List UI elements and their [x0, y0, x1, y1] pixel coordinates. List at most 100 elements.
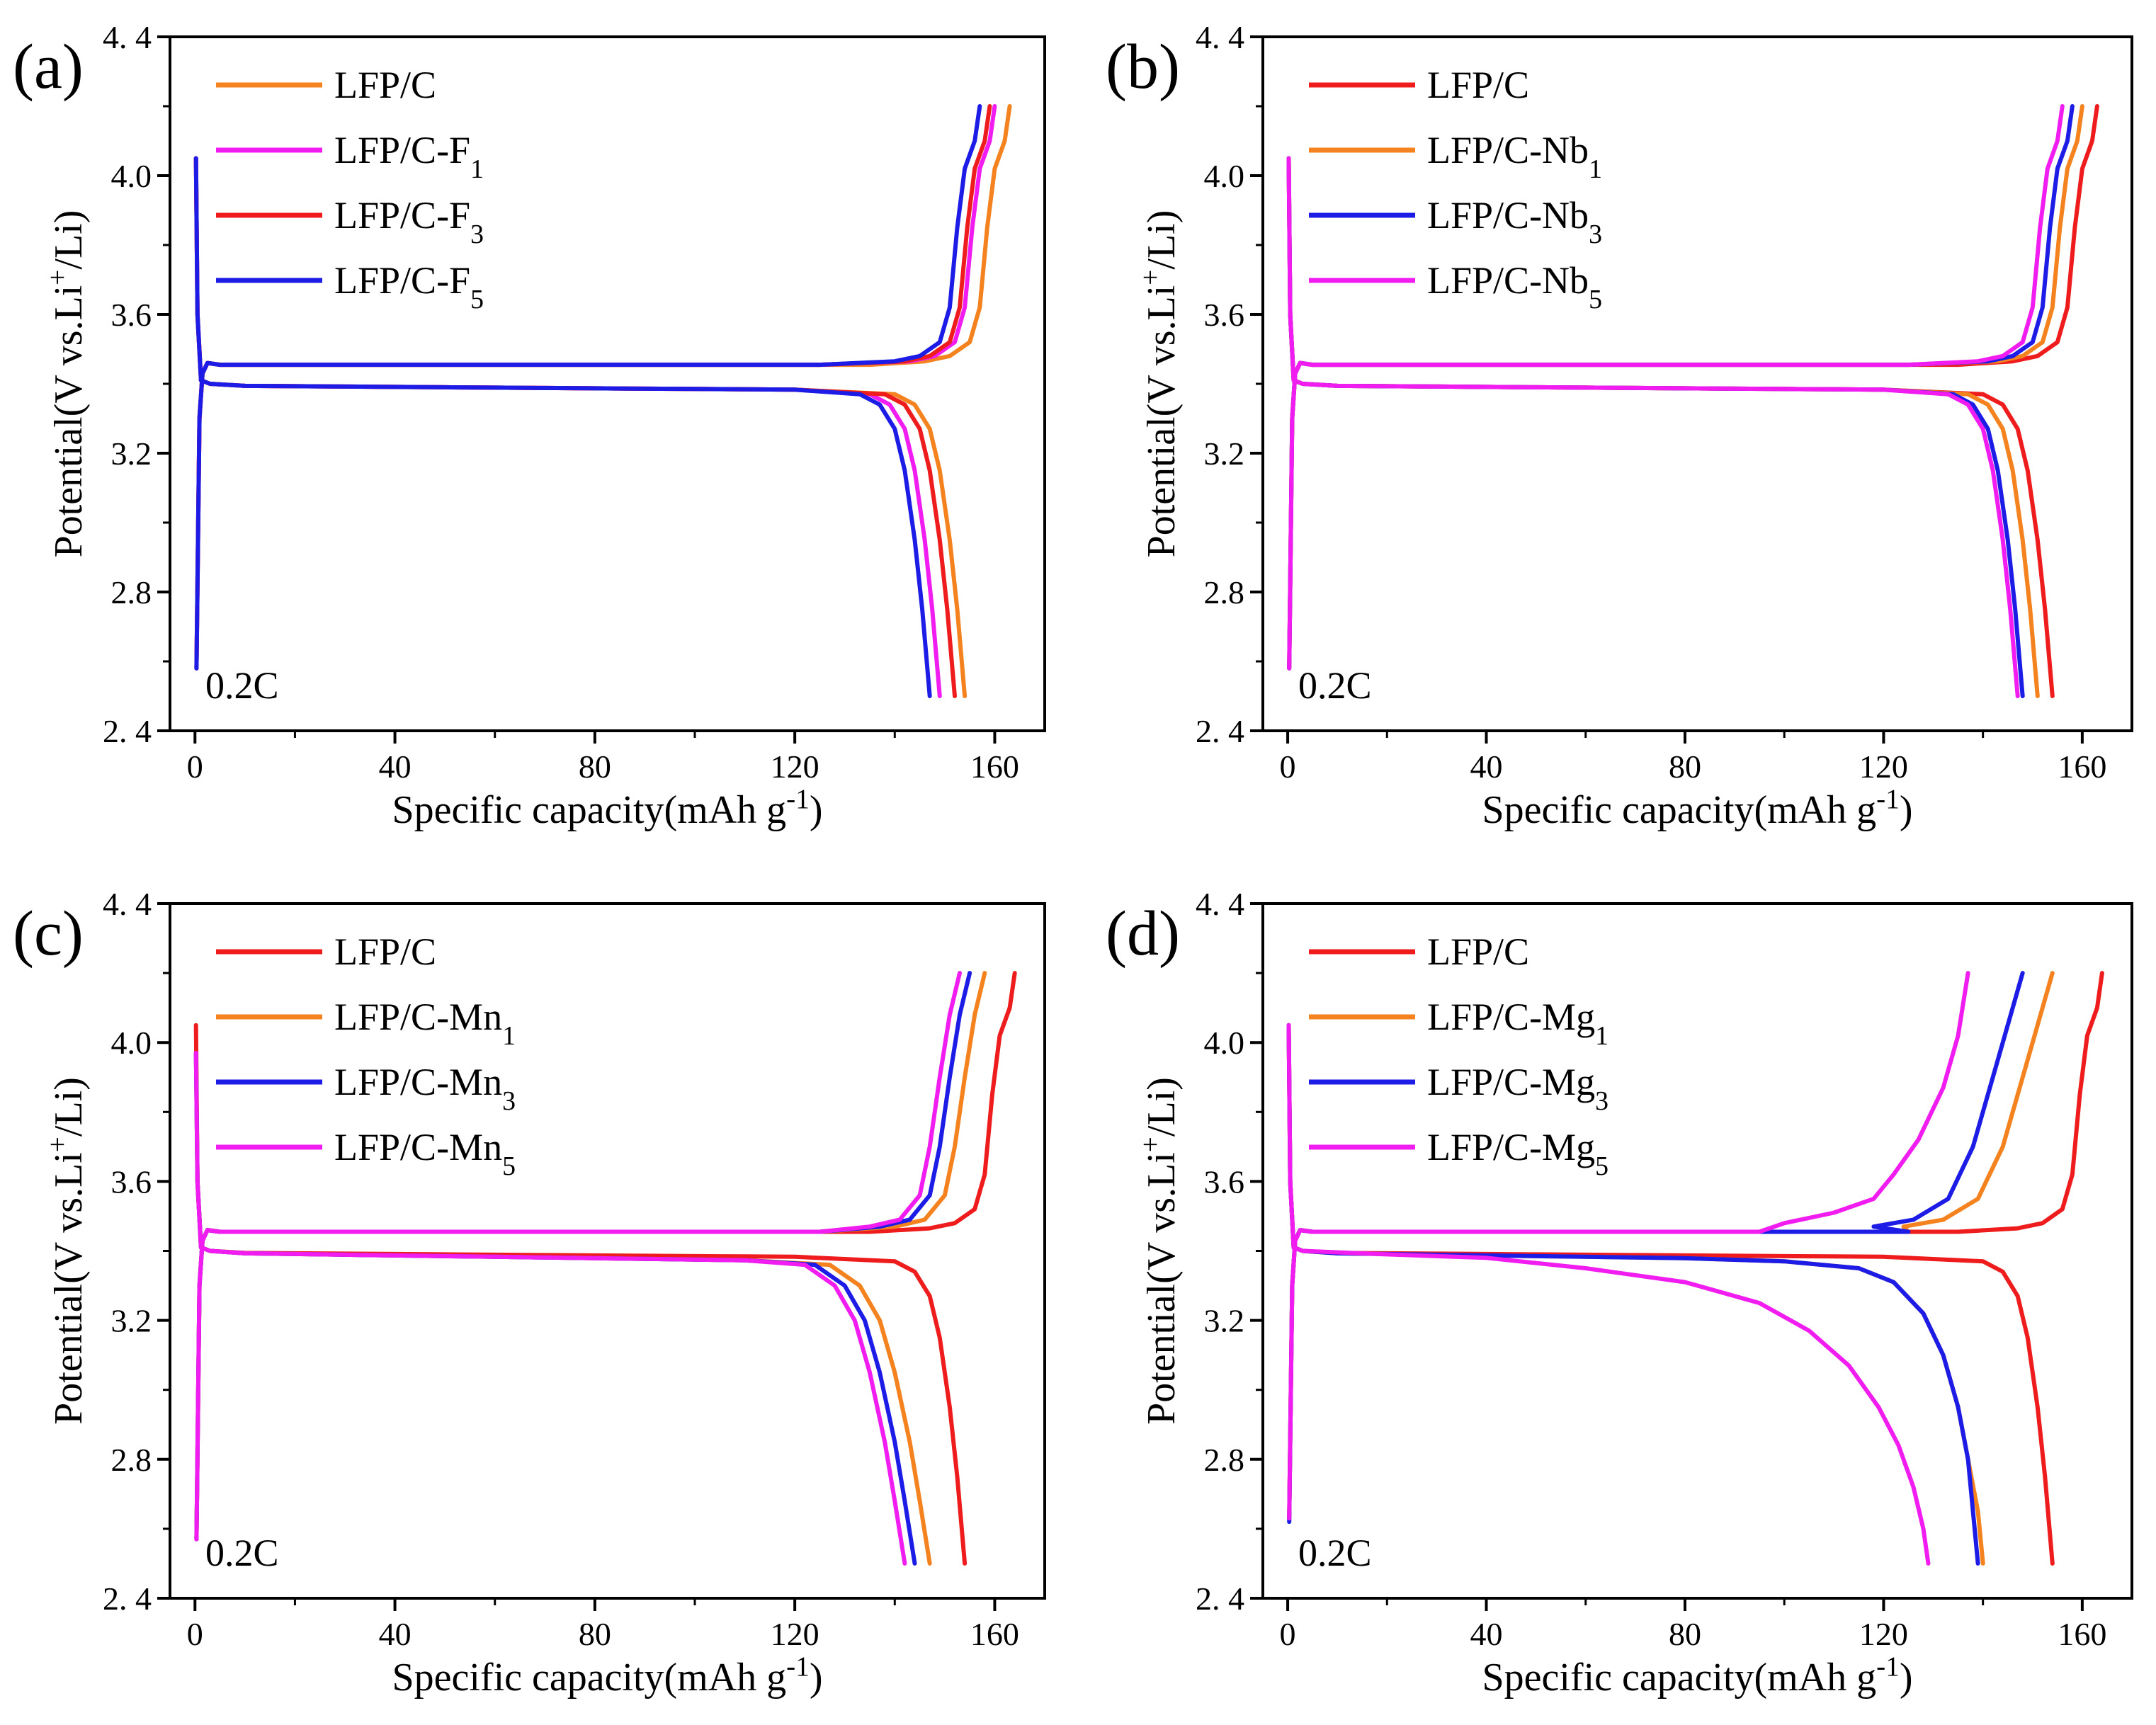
x-axis-title: Specific capacity(mAh g-1) — [1482, 1651, 1913, 1700]
legend-label: LFP/C — [334, 930, 436, 973]
series-line-discharge — [193, 1050, 917, 1566]
legend-label: LFP/C-F1 — [334, 129, 484, 184]
x-tick-label: 80 — [579, 748, 611, 785]
legend-label: LFP/C-F5 — [334, 259, 484, 314]
y-axis-title: Potential(V vs.Li+/Li) — [42, 210, 91, 558]
panel-label: (a) — [13, 32, 84, 102]
legend-label: LFP/C-Mg5 — [1427, 1126, 1609, 1181]
rate-label: 0.2C — [1298, 1532, 1372, 1574]
y-tick-label: 2.8 — [1204, 574, 1245, 610]
legend-label: LFP/C-Mn3 — [334, 1061, 516, 1116]
series-line-charge — [1287, 971, 2025, 1525]
series-line-discharge — [1286, 156, 2020, 698]
series-line-discharge — [193, 1050, 907, 1566]
panel-label: (c) — [13, 899, 84, 969]
x-tick-label: 80 — [579, 1616, 611, 1652]
y-tick-label: 3.6 — [1204, 297, 1245, 333]
series-line-charge — [194, 104, 982, 671]
y-tick-label: 4.0 — [111, 1025, 152, 1061]
rate-label: 0.2C — [205, 664, 279, 707]
y-tick-label: 4.0 — [1204, 158, 1245, 194]
x-axis-title: Specific capacity(mAh g-1) — [392, 784, 823, 833]
x-tick-label: 160 — [2058, 1616, 2106, 1652]
x-axis-title: Specific capacity(mAh g-1) — [1482, 784, 1913, 833]
legend-label: LFP/C-F3 — [334, 194, 484, 249]
legend-label: LFP/C-Mg1 — [1427, 996, 1609, 1051]
series-line-discharge — [1286, 156, 2040, 698]
y-tick-label: 2. 4 — [103, 713, 152, 749]
x-tick-label: 120 — [1859, 1616, 1908, 1652]
y-axis-title: Potential(V vs.Li+/Li) — [42, 1077, 91, 1425]
y-tick-label: 4.0 — [111, 158, 152, 194]
series-line-discharge — [1286, 1023, 1931, 1566]
y-tick-label: 2.8 — [111, 574, 152, 610]
panel-label: (b) — [1106, 32, 1180, 102]
chart-panel-b: 0 40 80 120 160 2. 4 2.8 3.2 3.6 4.0 4. 4 Specific … — [1106, 19, 2133, 833]
x-tick-label: 0 — [187, 1616, 203, 1652]
x-tick-label: 120 — [771, 748, 819, 785]
legend-label: LFP/C-Nb5 — [1427, 259, 1602, 314]
y-tick-label: 2.8 — [1204, 1442, 1245, 1478]
x-tick-label: 160 — [970, 1616, 1019, 1652]
series-line-discharge — [1286, 156, 2025, 698]
x-tick-label: 40 — [1470, 1616, 1503, 1652]
y-tick-label: 4. 4 — [1196, 886, 1244, 922]
legend-label: LFP/C-Mg3 — [1427, 1061, 1609, 1116]
panel-label: (d) — [1106, 899, 1180, 969]
y-tick-label: 4. 4 — [103, 886, 152, 922]
series-line-discharge — [1286, 156, 2055, 698]
plot-frame — [169, 35, 1046, 732]
y-axis-title: Potential(V vs.Li+/Li) — [1135, 210, 1184, 558]
series-line-discharge — [1286, 1023, 1980, 1566]
legend-label: LFP/C-Nb3 — [1427, 194, 1602, 249]
series-line-discharge — [193, 156, 957, 698]
legend-label: LFP/C-Mn1 — [334, 996, 516, 1051]
y-tick-label: 4. 4 — [103, 19, 152, 55]
series-line-charge — [1287, 971, 2104, 1521]
series-line-discharge — [1286, 1023, 1985, 1566]
chart-panel-a: 0 40 80 120 160 2. 4 2.8 3.2 3.6 4.0 4. 4 Specific … — [13, 19, 1046, 833]
rate-label: 0.2C — [1298, 664, 1372, 707]
y-tick-label: 3.2 — [1204, 435, 1245, 472]
chart-panel-c: 0 40 80 120 160 2. 4 2.8 3.2 3.6 4.0 4. 4 Specific … — [13, 886, 1046, 1700]
y-axis-title: Potential(V vs.Li+/Li) — [1135, 1077, 1184, 1425]
y-tick-label: 2. 4 — [103, 1581, 152, 1617]
series-line-discharge — [193, 156, 942, 698]
y-tick-label: 2. 4 — [1196, 713, 1244, 749]
legend-label: LFP/C — [334, 64, 436, 106]
series-line-discharge — [193, 156, 932, 698]
series-line-charge — [1287, 971, 2055, 1521]
plot-frame — [1261, 902, 2133, 1600]
plot-frame — [1261, 35, 2133, 732]
y-tick-label: 3.2 — [111, 435, 152, 472]
x-tick-label: 160 — [970, 748, 1019, 785]
y-tick-label: 2.8 — [111, 1442, 152, 1478]
x-tick-label: 40 — [1470, 748, 1503, 785]
legend-label: LFP/C-Mn5 — [334, 1126, 516, 1181]
series-line-discharge — [1286, 1023, 2055, 1566]
y-tick-label: 3.6 — [111, 1163, 152, 1200]
series-line-discharge — [193, 156, 968, 698]
y-tick-label: 3.2 — [1204, 1303, 1245, 1339]
y-tick-label: 4. 4 — [1196, 19, 1244, 55]
series-line-charge — [1287, 104, 2065, 671]
plot-frame — [169, 902, 1046, 1600]
series-line-charge — [1287, 971, 1970, 1521]
x-axis-title: Specific capacity(mAh g-1) — [392, 1651, 823, 1700]
chart-panel-d: 0 40 80 120 160 2. 4 2.8 3.2 3.6 4.0 4. 4 Specific … — [1106, 886, 2133, 1700]
x-tick-label: 160 — [2058, 748, 2106, 785]
legend-label: LFP/C — [1427, 930, 1529, 973]
x-tick-label: 40 — [379, 1616, 412, 1652]
legend-label: LFP/C — [1427, 64, 1529, 106]
x-tick-label: 120 — [771, 1616, 819, 1652]
rate-label: 0.2C — [205, 1532, 279, 1574]
y-tick-label: 3.2 — [111, 1303, 152, 1339]
x-tick-label: 80 — [1669, 748, 1701, 785]
y-tick-label: 3.6 — [111, 297, 152, 333]
series-line-discharge — [193, 1050, 932, 1566]
legend-label: LFP/C-Nb1 — [1427, 129, 1602, 184]
x-tick-label: 80 — [1669, 1616, 1701, 1652]
x-tick-label: 0 — [1280, 1616, 1296, 1652]
x-tick-label: 40 — [379, 748, 412, 785]
